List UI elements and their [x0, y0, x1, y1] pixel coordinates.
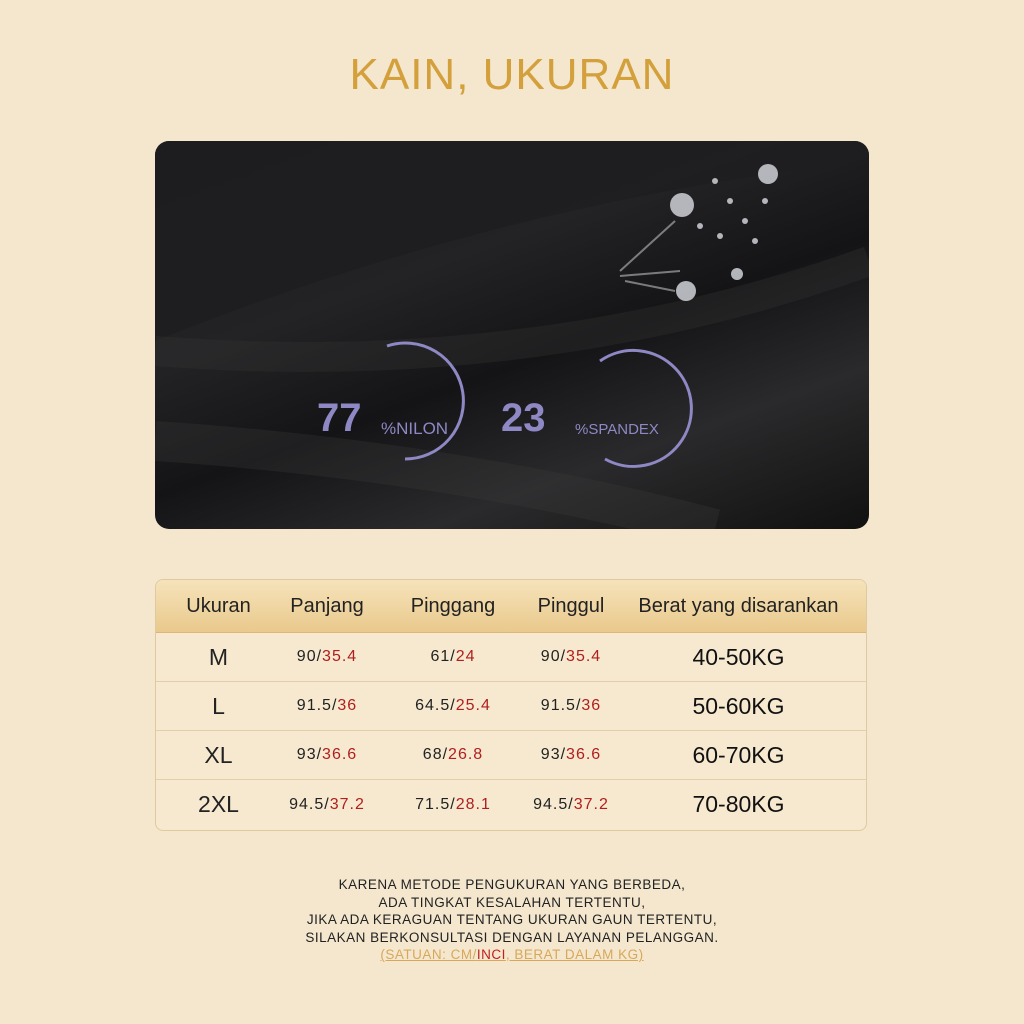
pinggang-cell: 68/26.8	[422, 746, 484, 763]
note-line: KARENA METODE PENGUKURAN YANG BERBEDA,	[338, 877, 686, 892]
size-cell: XL	[204, 741, 233, 768]
panjang-cm: 91.5	[296, 697, 332, 714]
spandex-percent: 23	[501, 396, 546, 440]
pinggang-inch: 26.8	[448, 746, 484, 763]
size-table: Ukuran Panjang Pinggang Pinggul Berat ya…	[155, 579, 867, 831]
berat-cell: 50-60KG	[692, 692, 785, 719]
pinggang-cm: 64.5	[415, 697, 451, 714]
panjang-inch: 36.6	[322, 746, 358, 763]
panjang-cell: 94.5/37.2	[289, 795, 365, 813]
pinggang-cell: 61/24	[430, 648, 476, 665]
table-row: 2XL 94.5/37.2 71.5/28.1 94.5/37.2 70-80KG	[156, 780, 866, 829]
pinggul-cm: 90	[540, 648, 561, 665]
panjang-inch: 36	[337, 697, 358, 714]
pinggul-cell: 90/35.4	[540, 648, 602, 665]
panjang-cm: 94.5	[289, 795, 325, 813]
panjang-cm: 90	[296, 648, 317, 665]
note-line: ADA TINGKAT KESALAHAN TERTENTU,	[378, 894, 646, 910]
fabric-texture	[155, 141, 869, 529]
table-row: L 91.5/36 64.5/25.4 91.5/36 50-60KG	[156, 682, 866, 731]
pinggul-cell: 94.5/37.2	[533, 795, 609, 813]
pinggul-inch: 35.4	[566, 648, 602, 665]
pinggang-cell: 71.5/28.1	[415, 795, 491, 813]
water-drops-icon	[670, 164, 778, 301]
page-title: KAIN, UKURAN	[349, 50, 675, 99]
unit-prefix: (SATUAN: CM/	[380, 947, 477, 962]
pinggul-inch: 36	[581, 697, 602, 714]
unit-note: (SATUAN: CM/INCI, BERAT DALAM KG)	[0, 946, 1024, 964]
nylon-percent: 77	[317, 396, 362, 440]
panjang-inch: 35.4	[322, 648, 358, 665]
note-line: SILAKAN BERKONSULTASI DENGAN LAYANAN PEL…	[305, 929, 719, 945]
berat-cell: 40-50KG	[692, 643, 785, 670]
table-row: M 90/35.4 61/24 90/35.4 40-50KG	[156, 633, 866, 682]
pinggang-inch: 24	[455, 648, 476, 665]
pinggang-inch: 28.1	[455, 795, 491, 813]
berat-cell: 70-80KG	[692, 791, 785, 817]
berat-cell: 60-70KG	[692, 741, 785, 768]
pinggul-cm: 94.5	[533, 795, 569, 813]
pinggul-cm: 93	[540, 746, 561, 763]
pinggul-inch: 36.6	[566, 746, 602, 763]
size-cell: 2XL	[198, 791, 239, 817]
size-cell: M	[208, 643, 229, 670]
unit-inch: INCI	[476, 947, 506, 962]
panjang-cell: 93/36.6	[296, 746, 358, 763]
pinggang-cm: 71.5	[415, 795, 451, 813]
spandex-label: %SPANDEX	[575, 421, 659, 438]
panjang-cell: 90/35.4	[296, 648, 358, 665]
header-berat: Berat yang disarankan	[638, 594, 839, 617]
panjang-inch: 37.2	[329, 795, 365, 813]
pinggang-inch: 25.4	[455, 697, 491, 714]
nylon-circle	[386, 341, 693, 468]
header-ukuran: Ukuran	[186, 594, 251, 617]
header-panjang: Panjang	[290, 594, 364, 617]
size-cell: L	[212, 692, 225, 719]
nylon-label: %NILON	[381, 419, 449, 438]
header-pinggul: Pinggul	[537, 594, 605, 617]
panjang-cell: 91.5/36	[296, 697, 358, 714]
panjang-cm: 93	[296, 746, 317, 763]
fabric-image: 77 %NILON 23 %SPANDEX	[155, 141, 869, 529]
table-row: XL 93/36.6 68/26.8 93/36.6 60-70KG	[156, 731, 866, 780]
disclaimer-note: KARENA METODE PENGUKURAN YANG BERBEDA, A…	[0, 876, 1024, 964]
pinggul-inch: 37.2	[573, 795, 609, 813]
header-pinggang: Pinggang	[410, 594, 496, 617]
unit-suffix: , BERAT DALAM KG)	[505, 947, 644, 962]
pinggang-cm: 68	[422, 746, 443, 763]
pinggang-cell: 64.5/25.4	[415, 697, 491, 714]
note-line: JIKA ADA KERAGUAN TENTANG UKURAN GAUN TE…	[306, 912, 718, 927]
pinggul-cell: 93/36.6	[540, 746, 602, 763]
pinggang-cm: 61	[430, 648, 451, 665]
pinggul-cm: 91.5	[540, 697, 576, 714]
pinggul-cell: 91.5/36	[540, 697, 602, 714]
table-header: Ukuran Panjang Pinggang Pinggul Berat ya…	[156, 580, 866, 633]
